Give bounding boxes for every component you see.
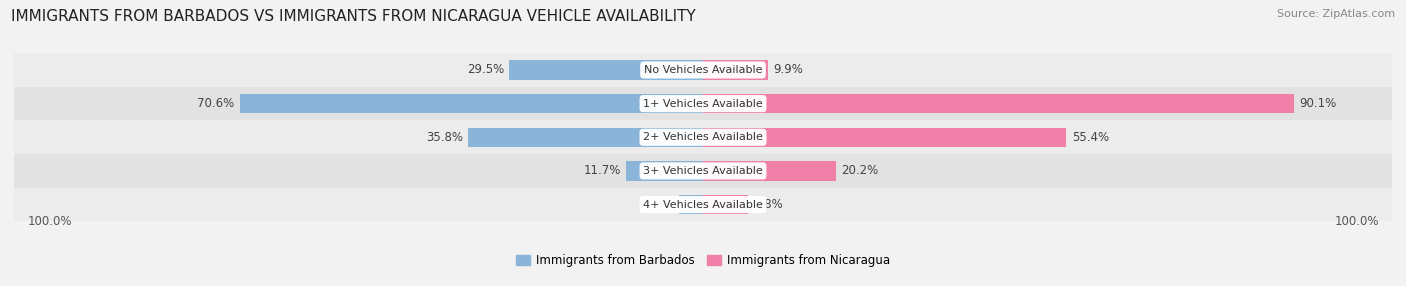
Text: 100.0%: 100.0% — [1334, 215, 1379, 228]
Bar — [703, 195, 748, 214]
Text: 1+ Vehicles Available: 1+ Vehicles Available — [643, 99, 763, 109]
Text: 29.5%: 29.5% — [467, 63, 505, 76]
Text: 6.8%: 6.8% — [752, 198, 783, 211]
Bar — [468, 128, 703, 147]
Text: Source: ZipAtlas.com: Source: ZipAtlas.com — [1277, 9, 1395, 19]
Text: 11.7%: 11.7% — [583, 164, 621, 177]
Bar — [14, 188, 1392, 221]
Text: 35.8%: 35.8% — [426, 131, 463, 144]
Bar — [14, 154, 1392, 188]
Bar — [703, 60, 768, 80]
Bar — [626, 161, 703, 181]
Text: 20.2%: 20.2% — [841, 164, 877, 177]
Bar — [14, 53, 1392, 87]
Bar — [703, 128, 1067, 147]
Bar — [703, 161, 835, 181]
Legend: Immigrants from Barbados, Immigrants from Nicaragua: Immigrants from Barbados, Immigrants fro… — [512, 250, 894, 272]
Text: 70.6%: 70.6% — [197, 97, 235, 110]
Bar — [509, 60, 703, 80]
Bar — [679, 195, 703, 214]
Text: 4+ Vehicles Available: 4+ Vehicles Available — [643, 200, 763, 210]
Text: 100.0%: 100.0% — [27, 215, 72, 228]
Text: 2+ Vehicles Available: 2+ Vehicles Available — [643, 132, 763, 142]
Text: 3.6%: 3.6% — [644, 198, 673, 211]
Text: IMMIGRANTS FROM BARBADOS VS IMMIGRANTS FROM NICARAGUA VEHICLE AVAILABILITY: IMMIGRANTS FROM BARBADOS VS IMMIGRANTS F… — [11, 9, 696, 23]
Text: 3+ Vehicles Available: 3+ Vehicles Available — [643, 166, 763, 176]
Text: 90.1%: 90.1% — [1299, 97, 1337, 110]
Bar — [14, 120, 1392, 154]
Text: 9.9%: 9.9% — [773, 63, 803, 76]
Text: No Vehicles Available: No Vehicles Available — [644, 65, 762, 75]
Bar — [703, 94, 1294, 113]
Bar — [240, 94, 703, 113]
Text: 55.4%: 55.4% — [1071, 131, 1109, 144]
Bar — [14, 87, 1392, 120]
